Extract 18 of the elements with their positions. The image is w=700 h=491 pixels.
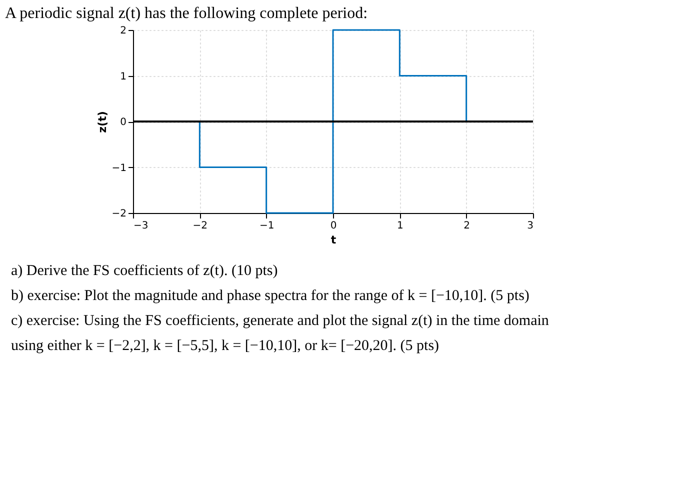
x-axis-title: t [330,234,336,246]
text: b) exercise: Plot the magnitude and phase spectra for the range of k = [−10,10]. (5 pts) [11,288,530,304]
y-axis-title: z(t) [96,111,109,133]
y-tick-label: −1 [112,162,126,174]
x-tick-label: 2 [464,220,470,232]
y-tick-label: −2 [112,208,126,220]
y-tick-label: 1 [120,71,126,82]
text: a) Derive the FS coefficients of z(t). (10 pts) [11,263,278,279]
x-tick-label: −1 [259,220,274,232]
text: c) exercise: Using the FS coefficients, generate and plot the signal z(t) in the time domain using either k = [−2,2], k = [−5,5], k = [−10,10], or k= [−20,20]. (5 pts) [11,313,550,354]
x-tick-label: 1 [396,220,404,232]
y-tick-label: 0 [120,117,126,128]
y-tick-label: 2 [120,26,126,36]
chart-title: A periodic signal z(t) has the following complete period: [5,5,368,22]
x-tick-label: 3 [527,220,534,232]
x-tick-label: −3 [134,220,148,232]
x-tick-label: −2 [192,220,208,232]
x-tick-label: 0 [330,220,337,232]
